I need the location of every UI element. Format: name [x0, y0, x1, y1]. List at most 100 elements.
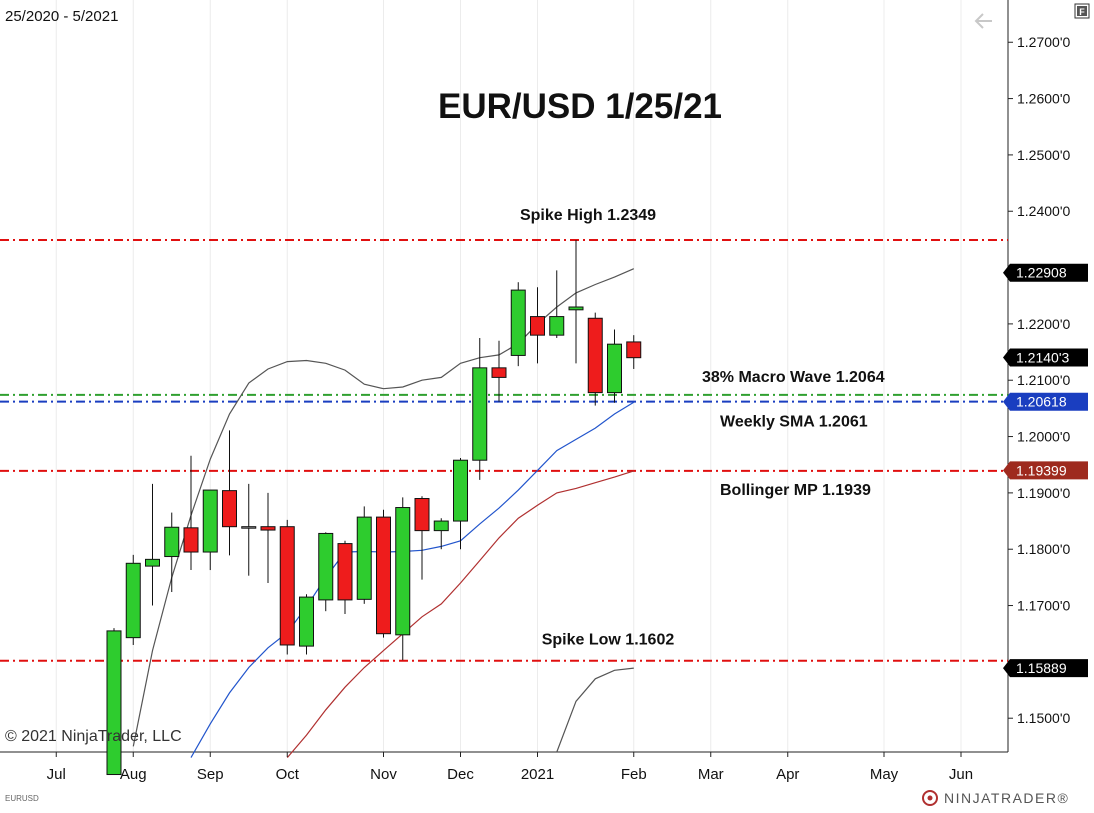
- candle-body: [549, 316, 565, 336]
- price-tick-label: 1.1800'0: [1017, 541, 1070, 557]
- candle-body: [318, 532, 334, 601]
- time-tick-label: Jun: [949, 766, 973, 783]
- candle: [433, 518, 449, 550]
- candle-body: [587, 317, 603, 394]
- price-markers: 1.22908 1.2140'3 1.20618 1.19399 1.15889: [1003, 263, 1088, 678]
- price-marker-label: 1.20618: [1016, 394, 1067, 410]
- price-tick-label: 1.1900'0: [1017, 485, 1070, 501]
- candle-body: [395, 507, 411, 636]
- back-arrow-icon[interactable]: [974, 13, 992, 29]
- copyright-label: © 2021 NinjaTrader, LLC: [5, 728, 182, 745]
- level-label-bollinger-mp: Bollinger MP 1.1939: [720, 482, 871, 499]
- candle-body: [607, 343, 622, 394]
- price-marker-box: [1003, 348, 1088, 367]
- price-marker: 1.22908: [1003, 263, 1088, 282]
- candle-body: [356, 516, 372, 600]
- candle: [472, 337, 488, 480]
- price-marker: 1.20618: [1003, 392, 1088, 411]
- time-tick-label: Aug: [120, 766, 147, 783]
- time-tick-label: Jul: [47, 766, 66, 783]
- candle: [202, 489, 218, 571]
- candle: [241, 483, 257, 576]
- bollinger-upper-line: [132, 268, 635, 747]
- price-marker-box: [1003, 659, 1088, 678]
- candle: [510, 282, 526, 367]
- price-axis-labels: 1.2700'0 1.2600'0 1.2500'0 1.2400'0 1.2200'0…: [1008, 34, 1070, 726]
- symbol-label: EURUSD: [5, 794, 39, 803]
- price-tick-label: 1.2200'0: [1017, 316, 1070, 332]
- ninjatrader-logo-icon: [922, 790, 938, 806]
- candle-body: [626, 341, 642, 359]
- price-tick-label: 1.2100'0: [1017, 372, 1070, 388]
- candle: [414, 496, 430, 580]
- candle-body: [164, 526, 180, 558]
- candle: [356, 506, 372, 604]
- price-marker-label: 1.2140'3: [1016, 350, 1069, 366]
- time-axis-labels: Jul Aug Sep Oct Nov Dec 2021 Feb Mar Apr May Jun: [47, 752, 973, 783]
- candle-body: [125, 562, 141, 639]
- price-marker: 1.19399: [1003, 461, 1088, 480]
- candle: [453, 457, 468, 550]
- candle-body: [530, 316, 545, 336]
- candle: [318, 532, 334, 612]
- time-tick-label: Nov: [370, 766, 397, 783]
- time-tick-label: Dec: [447, 766, 474, 783]
- candle-body: [337, 543, 353, 601]
- price-tick-label: 1.2400'0: [1017, 203, 1070, 219]
- time-tick-label: Oct: [276, 766, 300, 783]
- candle-body: [433, 520, 449, 532]
- f-badge[interactable]: F: [1074, 3, 1090, 19]
- candle: [549, 270, 565, 338]
- candles-layer[interactable]: [106, 239, 642, 776]
- candle: [125, 554, 141, 645]
- candle: [376, 509, 391, 638]
- candle: [106, 628, 122, 776]
- candle: [222, 430, 237, 556]
- time-tick-label: May: [870, 766, 899, 783]
- candle: [530, 287, 545, 364]
- candle-body: [376, 516, 391, 635]
- candle-body: [222, 490, 237, 528]
- candle-body: [260, 526, 276, 531]
- candle: [183, 455, 199, 571]
- candle-body: [510, 289, 526, 356]
- time-tick-label: Sep: [197, 766, 224, 783]
- price-marker-label: 1.15889: [1016, 660, 1067, 676]
- candle: [145, 483, 160, 606]
- candle-body: [183, 527, 199, 553]
- axes-layer: [0, 0, 1009, 753]
- price-tick-label: 1.2000'0: [1017, 429, 1070, 445]
- price-tick-label: 1.1500'0: [1017, 710, 1070, 726]
- candle: [279, 519, 295, 655]
- sma-line: [190, 401, 635, 758]
- candle: [607, 329, 622, 403]
- candle-body: [145, 558, 160, 567]
- f-badge-label: F: [1079, 7, 1085, 17]
- candle-body: [106, 630, 122, 776]
- candle-body: [202, 489, 218, 553]
- grid-layer: [55, 0, 962, 752]
- price-tick-label: 1.2500'0: [1017, 147, 1070, 163]
- candle: [491, 340, 507, 402]
- levels-layer: [0, 238, 1008, 662]
- date-range-label: 25/2020 - 5/2021: [5, 8, 118, 25]
- candle-body: [472, 367, 488, 461]
- price-marker: 1.2140'3: [1003, 348, 1088, 367]
- price-marker-box: [1003, 263, 1088, 282]
- candle-body: [453, 459, 468, 522]
- candle: [568, 239, 584, 364]
- candle: [626, 335, 642, 369]
- level-annotations: Spike High 1.2349 38% Macro Wave 1.2064 We…: [520, 207, 885, 649]
- price-tick-label: 1.2700'0: [1017, 34, 1070, 50]
- time-tick-label: Apr: [776, 766, 799, 783]
- brand-label: NINJATRADER®: [944, 790, 1069, 806]
- price-tick-label: 1.2600'0: [1017, 91, 1070, 107]
- price-marker-label: 1.22908: [1016, 265, 1067, 281]
- candle-body: [299, 596, 314, 647]
- indicators-layer: [132, 268, 635, 758]
- price-marker: 1.15889: [1003, 659, 1088, 678]
- bollinger-mid-line: [286, 470, 634, 758]
